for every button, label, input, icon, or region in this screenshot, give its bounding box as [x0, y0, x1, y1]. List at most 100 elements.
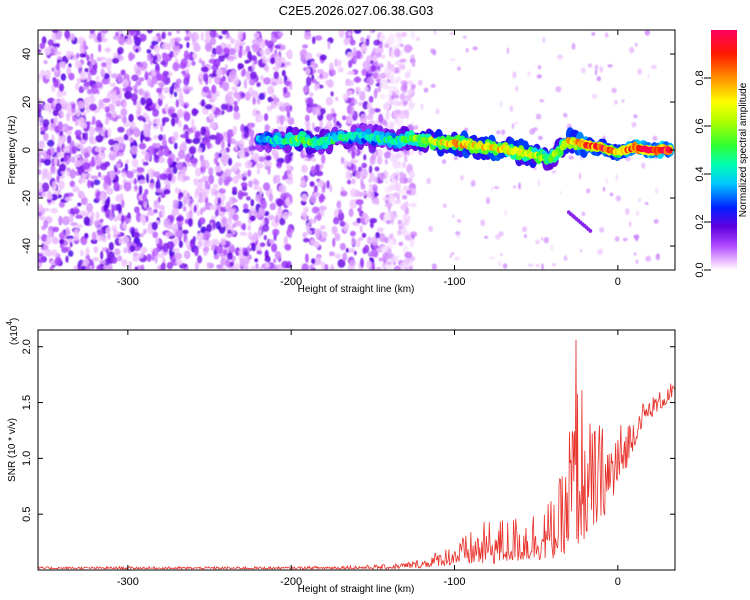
noise-speck — [319, 261, 325, 266]
noise-speck — [243, 125, 249, 133]
noise-speck — [360, 183, 366, 190]
x-tick-label: -300 — [117, 576, 139, 588]
noise-speck — [108, 242, 114, 251]
noise-speck — [65, 255, 69, 263]
noise-speck — [146, 49, 152, 54]
noise-speck — [113, 230, 120, 236]
noise-speck — [175, 87, 183, 93]
noise-speck — [586, 188, 591, 194]
noise-speck — [395, 67, 400, 74]
noise-speck — [200, 99, 206, 107]
noise-speck — [211, 238, 220, 246]
noise-speck — [552, 263, 557, 267]
noise-speck — [283, 192, 291, 198]
noise-speck — [119, 193, 124, 200]
noise-speck — [158, 204, 165, 210]
noise-speck — [206, 261, 210, 269]
x-tick-label: -200 — [280, 576, 302, 588]
noise-speck — [207, 183, 211, 190]
noise-speck — [123, 100, 128, 108]
noise-speck — [54, 51, 62, 56]
noise-speck — [38, 169, 42, 175]
noise-speck — [277, 76, 283, 85]
noise-speck — [283, 87, 288, 94]
noise-speck — [84, 68, 89, 73]
noise-speck — [121, 259, 128, 267]
noise-speck — [515, 85, 518, 92]
noise-speck — [252, 96, 256, 106]
noise-speck — [386, 261, 392, 265]
noise-speck — [183, 50, 190, 61]
noise-speck — [247, 169, 252, 177]
noise-speck — [262, 58, 269, 64]
noise-speck — [346, 37, 352, 42]
noise-speck — [369, 257, 374, 262]
noise-speck — [177, 109, 183, 119]
noise-speck — [92, 257, 99, 262]
noise-speck — [158, 253, 165, 259]
noise-speck — [220, 103, 228, 111]
noise-speck — [245, 91, 251, 101]
noise-speck — [372, 47, 377, 56]
noise-speck — [644, 201, 649, 206]
noise-speck — [602, 186, 606, 192]
noise-speck — [359, 225, 363, 234]
noise-speck — [64, 154, 68, 162]
noise-speck — [155, 33, 160, 38]
noise-speck — [123, 133, 129, 141]
noise-speck — [101, 235, 107, 243]
noise-speck — [214, 165, 223, 173]
snr-multiplier-exp: 4 — [5, 321, 14, 326]
noise-speck — [213, 183, 219, 190]
noise-speck — [382, 196, 389, 201]
noise-speck — [228, 100, 234, 106]
noise-speck — [75, 108, 81, 118]
noise-speck — [195, 167, 201, 177]
noise-speck — [97, 171, 102, 178]
x-tick-label: -100 — [443, 576, 465, 588]
noise-speck — [133, 178, 138, 185]
noise-speck — [84, 97, 90, 106]
noise-speck — [85, 247, 90, 256]
noise-speck — [395, 32, 402, 38]
noise-speck — [91, 231, 97, 241]
noise-speck — [161, 117, 170, 123]
noise-speck — [384, 202, 393, 208]
noise-speck — [315, 170, 324, 177]
noise-speck — [325, 79, 328, 85]
noise-speck — [244, 130, 250, 139]
noise-speck — [91, 84, 99, 95]
noise-speck — [216, 68, 223, 77]
noise-speck — [654, 188, 659, 194]
noise-speck — [347, 248, 356, 254]
noise-speck — [409, 58, 416, 64]
noise-speck — [220, 239, 227, 246]
noise-speck — [43, 158, 52, 166]
noise-speck — [319, 54, 327, 61]
noise-speck — [73, 232, 80, 242]
noise-speck — [197, 147, 203, 153]
noise-speck — [394, 182, 401, 192]
noise-speck — [237, 190, 244, 200]
noise-speck — [98, 43, 102, 53]
x-tick-label: 0 — [615, 276, 621, 288]
noise-speck — [403, 219, 410, 226]
noise-speck — [319, 118, 324, 129]
noise-speck — [255, 262, 259, 269]
noise-speck — [218, 176, 224, 186]
noise-speck — [113, 248, 121, 256]
noise-speck — [611, 87, 617, 94]
noise-speck — [351, 178, 356, 185]
noise-speck — [115, 31, 119, 37]
noise-speck — [194, 261, 200, 270]
noise-speck — [342, 115, 347, 121]
noise-speck — [201, 175, 208, 182]
noise-speck — [141, 89, 145, 97]
noise-speck — [410, 83, 416, 90]
noise-speck — [309, 92, 314, 97]
noise-speck — [535, 264, 540, 268]
noise-speck — [138, 77, 145, 82]
noise-speck — [71, 103, 76, 110]
noise-speck — [389, 121, 395, 131]
noise-speck — [248, 128, 255, 138]
